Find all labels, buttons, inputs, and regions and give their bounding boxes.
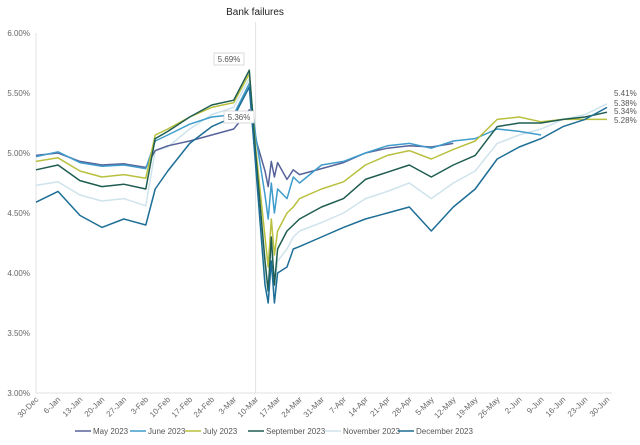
x-tick-label: 9-Jun [525, 395, 546, 416]
legend-item: May 2023 [75, 427, 129, 436]
legend-item: September 2023 [248, 427, 326, 436]
data-labels: 5.69% 5.36% 5.41%5.38%5.34%5.28% [213, 52, 637, 125]
x-tick-label: 19-May [454, 395, 479, 420]
x-tick-label: 17-Mar [258, 395, 283, 420]
x-tick-label: 21-Apr [368, 395, 392, 419]
legend-label: July 2023 [203, 427, 238, 436]
x-tick-label: 27-Jan [105, 395, 129, 419]
legend-label: December 2023 [416, 427, 473, 436]
series-line-december-2023 [35, 86, 608, 304]
x-tick-label: 17-Feb [170, 395, 195, 420]
data-label-box [213, 52, 245, 66]
legend-item: November 2023 [325, 427, 400, 436]
x-tick-label: 24-Feb [192, 395, 217, 420]
series-lines [35, 69, 608, 304]
data-label-box [223, 110, 255, 124]
x-tick-label: 7-Apr [328, 395, 348, 415]
y-tick-label: 3.50% [7, 329, 30, 338]
legend-item: December 2023 [398, 427, 473, 436]
legend-label: September 2023 [266, 427, 326, 436]
legend-label: November 2023 [343, 427, 400, 436]
x-tick-label: 30-Dec [16, 395, 41, 420]
x-tick-label: 31-Mar [302, 395, 327, 420]
legend: May 2023 June 2023 July 2023 September 2023… [75, 427, 473, 436]
y-tick-label: 6.00% [7, 29, 30, 38]
x-tick-label: 23-Jun [566, 395, 590, 419]
x-tick-label: 14-Apr [346, 395, 370, 419]
legend-item: June 2023 [130, 427, 186, 436]
end-value-label: 5.28% [614, 116, 637, 125]
data-label: 5.69% [218, 55, 241, 64]
y-tick-label: 4.00% [7, 269, 30, 278]
data-label: 5.36% [228, 113, 251, 122]
x-tick-label: 16-Jun [544, 395, 568, 419]
x-tick-label: 24-Mar [280, 395, 305, 420]
x-tick-label: 26-May [476, 395, 501, 420]
end-value-label: 5.38% [614, 99, 637, 108]
series-line-november-2023 [35, 77, 608, 298]
legend-item: July 2023 [185, 427, 238, 436]
legend-label: June 2023 [148, 427, 186, 436]
x-tick-label: 6-Jan [42, 395, 63, 416]
series-line-june-2023 [35, 82, 542, 220]
y-tick-label: 5.50% [7, 89, 30, 98]
end-value-label: 5.41% [614, 89, 637, 98]
x-tick-label: 2-Jun [503, 395, 524, 416]
y-tick-label: 5.00% [7, 149, 30, 158]
x-tick-label: 10-Mar [236, 395, 261, 420]
axes: 3.00% 3.50% 4.00% 4.50% 5.00% 5.50% 6.00% 30-De… [7, 22, 612, 420]
annotation-label: Bank failures [226, 7, 284, 18]
end-value-label: 5.34% [614, 107, 637, 116]
x-tick-label: 30-Jun [588, 395, 612, 419]
x-tick-label: 13-Jan [61, 395, 85, 419]
y-tick-label: 3.00% [7, 389, 30, 398]
x-tick-label: 28-Apr [390, 395, 414, 419]
legend-label: May 2023 [93, 427, 129, 436]
y-tick-label: 4.50% [7, 209, 30, 218]
x-tick-label: 20-Jan [83, 395, 107, 419]
x-tick-label: 10-Feb [148, 395, 173, 420]
x-tick-label: 12-May [432, 395, 457, 420]
series-line-july-2023 [35, 73, 607, 268]
series-line-september-2023 [35, 69, 608, 292]
